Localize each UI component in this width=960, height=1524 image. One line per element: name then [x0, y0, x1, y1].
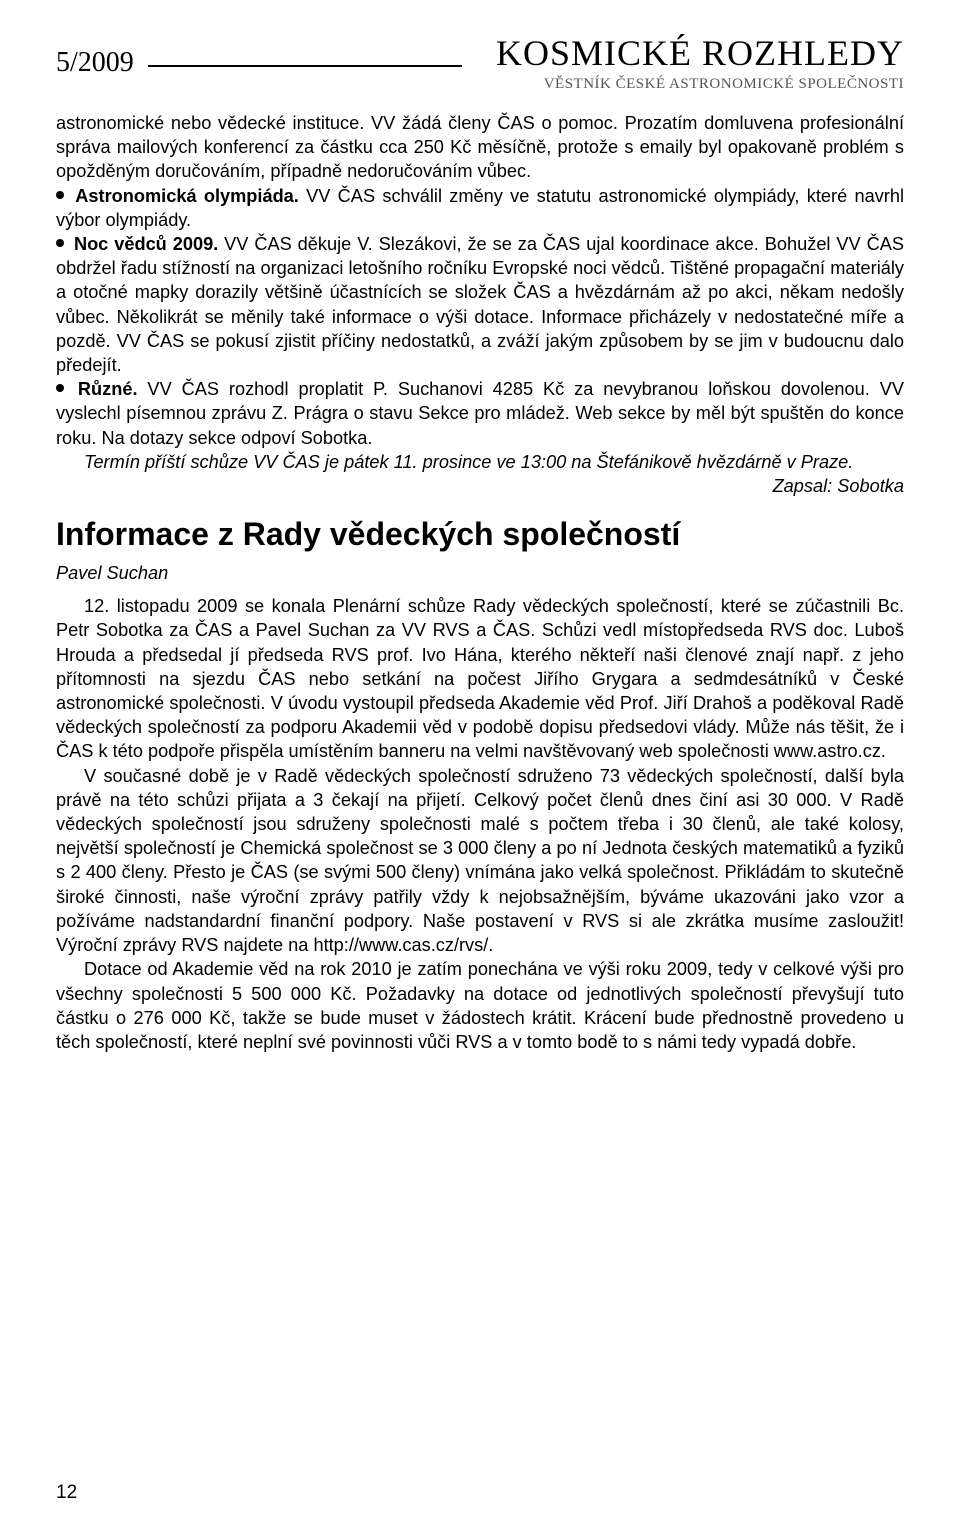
- page-header: 5/2009 KOSMICKÉ ROZHLEDY VĚSTNÍK ČESKÉ A…: [56, 32, 904, 93]
- bullet-icon: [56, 191, 64, 199]
- bullet-icon: [56, 384, 64, 392]
- signature: Zapsal: Sobotka: [56, 474, 904, 498]
- paragraph-2: V současné době je v Radě vědeckých spol…: [56, 764, 904, 958]
- bullet-item-astro-olympiad: Astronomická olympiáda. VV ČAS schválil …: [56, 184, 904, 232]
- bullet-head: Různé.: [78, 379, 138, 399]
- meeting-note: Termín příští schůze VV ČAS je pátek 11.…: [56, 450, 904, 474]
- bullet-head: Astronomická olympiáda.: [75, 186, 299, 206]
- bullet-head: Noc vědců 2009.: [74, 234, 218, 254]
- paragraph-1: 12. listopadu 2009 se konala Plenární sc…: [56, 594, 904, 763]
- subtitle: VĚSTNÍK ČESKÉ ASTRONOMICKÉ SPOLEČNOSTI: [496, 76, 904, 93]
- bullet-text: VV ČAS rozhodl proplatit P. Suchanovi 42…: [56, 379, 904, 447]
- page-number: 12: [56, 1482, 77, 1504]
- bullet-icon: [56, 239, 64, 247]
- article-body-1: astronomické nebo vědecké instituce. VV …: [56, 111, 904, 498]
- bullet-text: VV ČAS děkuje V. Slezákovi, že se za ČAS…: [56, 234, 904, 375]
- lead-paragraph: astronomické nebo vědecké instituce. VV …: [56, 111, 904, 184]
- section-heading: Informace z Rady vědeckých společností: [56, 516, 904, 553]
- bullet-item-ruzne: Různé. VV ČAS rozhodl proplatit P. Sucha…: [56, 377, 904, 450]
- main-title: KOSMICKÉ ROZHLEDY: [496, 32, 904, 74]
- header-rule: [148, 65, 462, 67]
- issue-number: 5/2009: [56, 47, 134, 79]
- section-author: Pavel Suchan: [56, 563, 904, 584]
- title-block: KOSMICKÉ ROZHLEDY VĚSTNÍK ČESKÉ ASTRONOM…: [496, 32, 904, 93]
- bullet-item-noc-vedcu: Noc vědců 2009. VV ČAS děkuje V. Slezáko…: [56, 232, 904, 377]
- article-body-2: 12. listopadu 2009 se konala Plenární sc…: [56, 594, 904, 1054]
- paragraph-3: Dotace od Akademie věd na rok 2010 je za…: [56, 957, 904, 1054]
